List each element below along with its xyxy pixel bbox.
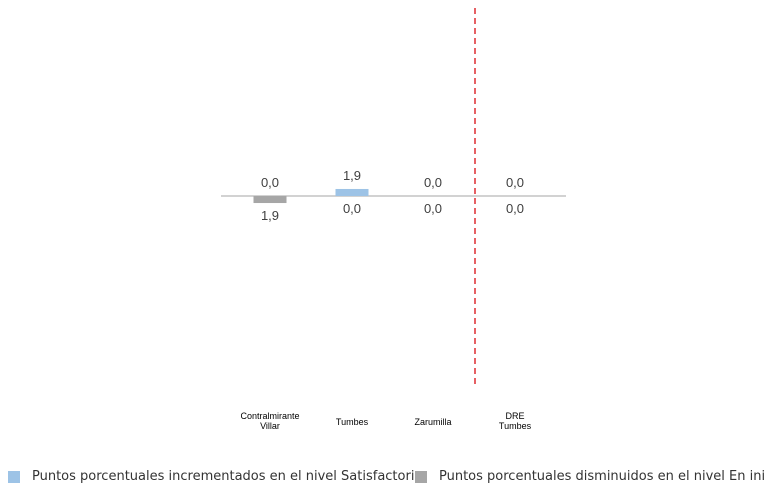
data-label-en-inicio-contralmirante-villar: 1,9 (261, 208, 279, 223)
legend-item-en-inicio: Puntos porcentuales disminuidos en el ni… (415, 469, 765, 484)
data-label-satisfactorio-zarumilla: 0,0 (424, 175, 442, 190)
legend-swatch-en-inicio (415, 470, 427, 483)
data-label-satisfactorio-contralmirante-villar: 0,0 (261, 175, 279, 190)
x-tick-label-contralmirante-villar-line2: Villar (260, 421, 280, 431)
legend-item-satisfactorio: Puntos porcentuales incrementados en el … (8, 469, 422, 484)
data-label-en-inicio-dre-tumbes: 0,0 (506, 201, 524, 216)
data-label-satisfactorio-dre-tumbes: 0,0 (506, 175, 524, 190)
data-label-en-inicio-zarumilla: 0,0 (424, 201, 442, 216)
x-tick-label-dre-tumbes-line2: Tumbes (499, 421, 532, 431)
data-label-satisfactorio-tumbes: 1,9 (343, 168, 361, 183)
bar-satisfactorio-tumbes (335, 188, 369, 196)
bar-en-inicio-contralmirante-villar (253, 196, 287, 204)
legend-swatch-satisfactorio (8, 470, 20, 483)
x-tick-label-zarumilla: Zarumilla (414, 417, 451, 427)
x-tick-label-dre-tumbes-line1: DRE (505, 411, 524, 421)
legend-label-satisfactorio: Puntos porcentuales incrementados en el … (32, 469, 423, 484)
data-label-en-inicio-tumbes: 0,0 (343, 201, 361, 216)
x-tick-label-contralmirante-villar-line1: Contralmirante (240, 411, 299, 421)
legend: Puntos porcentuales incrementados en el … (8, 469, 765, 487)
legend-label-en-inicio: Puntos porcentuales disminuidos en el ni… (439, 469, 765, 484)
x-tick-label-tumbes: Tumbes (336, 417, 369, 427)
